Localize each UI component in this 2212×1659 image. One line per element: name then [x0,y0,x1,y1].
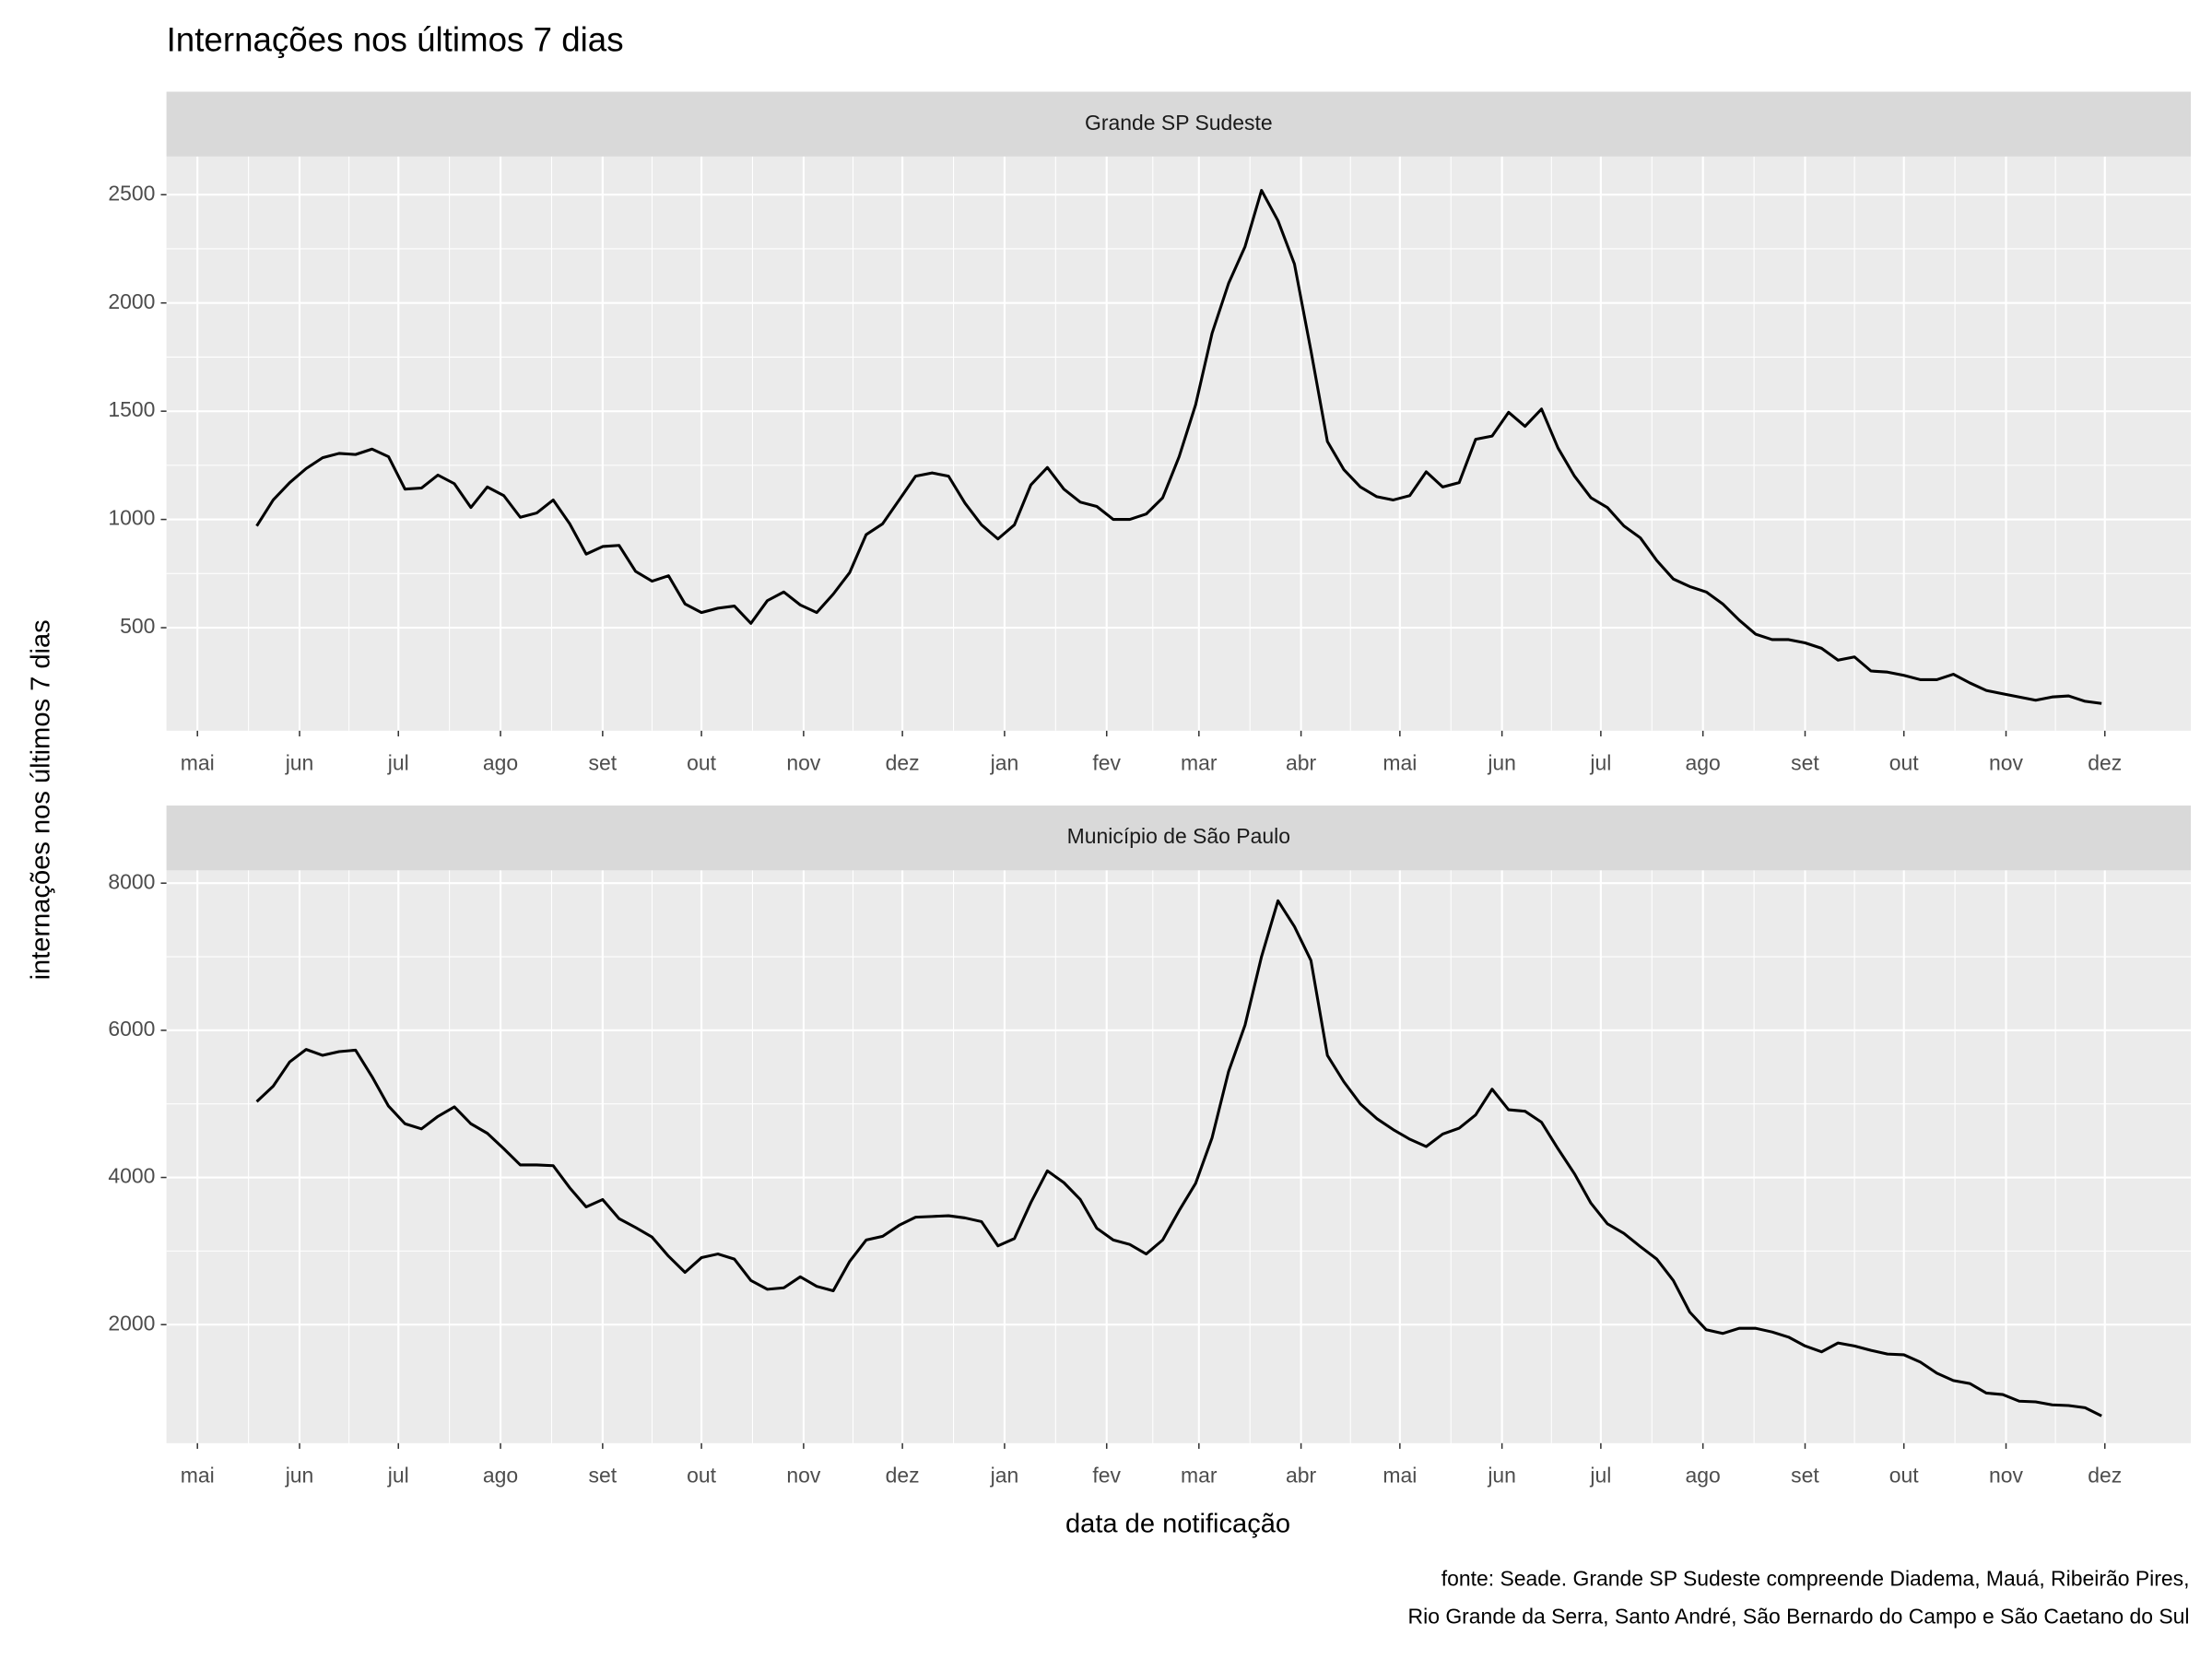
strip-title: Município de São Paulo [1067,824,1290,848]
data-line [255,899,2102,1418]
x-tick-label: dez [886,751,920,775]
y-tick-label: 500 [120,614,155,638]
x-tick-label: abr [1286,1464,1317,1488]
x-tick-label: mai [181,1464,215,1488]
x-tick-label: ago [483,1464,518,1488]
x-tick-label: jul [1589,1464,1611,1488]
x-tick-label: nov [1989,1464,2024,1488]
x-tick-label: abr [1286,751,1317,775]
panel [166,156,2192,731]
x-tick-label: out [687,1464,717,1488]
strip [166,91,2192,157]
y-tick-label: 8000 [108,869,155,893]
x-tick-label: jan [990,1464,1019,1488]
x-tick-label: mai [181,751,215,775]
x-tick-label: nov [786,1464,821,1488]
x-tick-label: fev [1092,751,1121,775]
x-tick-label: jun [285,751,314,775]
x-tick-label: jun [285,1464,314,1488]
x-tick-label: nov [1989,751,2024,775]
x-tick-label: mai [1382,751,1417,775]
x-tick-label: ago [1686,751,1721,775]
x-tick-label: dez [2088,751,2122,775]
x-tick-label: dez [886,1464,920,1488]
data-line [255,189,2102,705]
x-tick-label: mai [1382,1464,1417,1488]
y-tick-label: 1500 [108,397,155,421]
y-tick-label: 2000 [108,1311,155,1335]
x-tick-label: jun [1487,1464,1516,1488]
x-tick-label: out [687,751,717,775]
x-tick-label: fev [1092,1464,1121,1488]
y-tick-label: 6000 [108,1017,155,1041]
y-tick-label: 4000 [108,1164,155,1188]
x-tick-label: ago [1686,1464,1721,1488]
strip [166,805,2192,871]
x-tick-label: jan [990,751,1019,775]
caption: fonte: Seade. Grande SP Sudeste compreen… [1441,1566,2190,1590]
x-tick-label: nov [786,751,821,775]
x-tick-label: jul [1589,751,1611,775]
x-tick-label: dez [2088,1464,2122,1488]
x-tick-label: mar [1181,751,1218,775]
y-tick-label: 2000 [108,289,155,313]
x-tick-label: out [1889,1464,1920,1488]
x-tick-label: jun [1487,751,1516,775]
x-axis-label: data de notificação [1065,1509,1290,1538]
y-tick-label: 1000 [108,506,155,530]
x-tick-label: ago [483,751,518,775]
x-tick-label: set [589,751,618,775]
y-axis-label: internações nos últimos 7 dias [27,619,56,980]
x-tick-label: set [1791,751,1819,775]
strip-title: Grande SP Sudeste [1085,111,1273,135]
x-tick-label: mar [1181,1464,1218,1488]
x-tick-label: jul [387,1464,409,1488]
chart-title: Internações nos últimos 7 dias [167,21,624,59]
x-tick-label: set [589,1464,618,1488]
x-tick-label: set [1791,1464,1819,1488]
y-tick-label: 2500 [108,181,155,205]
x-tick-label: jul [387,751,409,775]
x-tick-label: out [1889,751,1920,775]
panel [166,870,2192,1443]
caption: Rio Grande da Serra, Santo André, São Be… [1408,1605,2190,1629]
